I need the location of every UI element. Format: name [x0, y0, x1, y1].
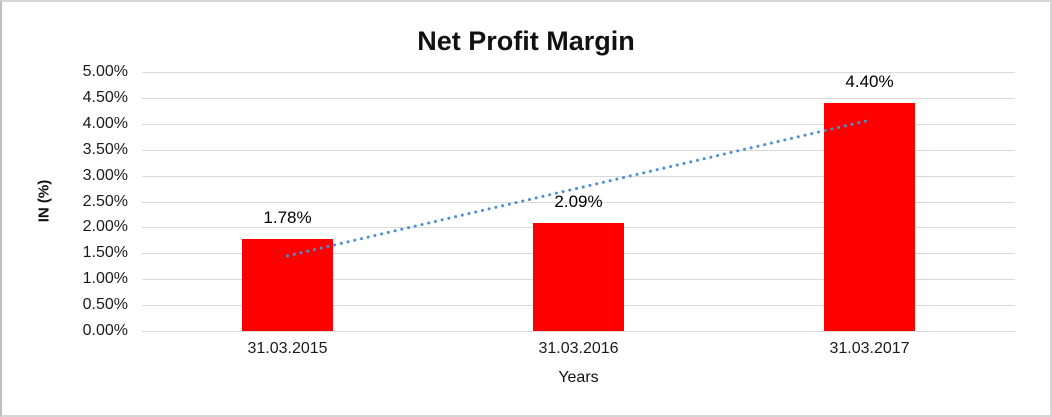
bar-31.03.2016 [533, 222, 624, 331]
y-tick-label: 1.50% [82, 244, 128, 262]
data-label: 1.78% [263, 207, 312, 227]
gridline [142, 97, 1015, 99]
y-tick-label: 1.00% [82, 270, 128, 288]
data-label: 4.40% [845, 72, 894, 92]
y-tick-label: 2.50% [82, 192, 128, 210]
x-axis-title: Years [558, 369, 599, 386]
gridline [142, 331, 1015, 332]
x-tick-label: 31.03.2016 [538, 340, 619, 357]
gridline [142, 72, 1015, 73]
y-tick-label: 3.00% [82, 166, 128, 184]
y-tick-label: 4.00% [82, 114, 128, 132]
bar-31.03.2015 [242, 238, 333, 331]
x-tick-label: 31.03.2015 [247, 340, 328, 357]
data-label: 2.09% [554, 191, 603, 211]
y-tick-label: 0.00% [82, 322, 128, 339]
chart-title: Net Profit Margin [417, 26, 635, 56]
y-tick-label: 5.00% [82, 63, 128, 80]
x-tick-label: 31.03.2017 [829, 340, 910, 357]
y-tick-label: 0.50% [82, 296, 128, 314]
y-tick-label: 4.50% [82, 88, 128, 106]
y-tick-label: 3.50% [82, 140, 128, 158]
y-tick-label: 2.00% [82, 218, 128, 236]
bar-31.03.2017 [824, 103, 915, 331]
